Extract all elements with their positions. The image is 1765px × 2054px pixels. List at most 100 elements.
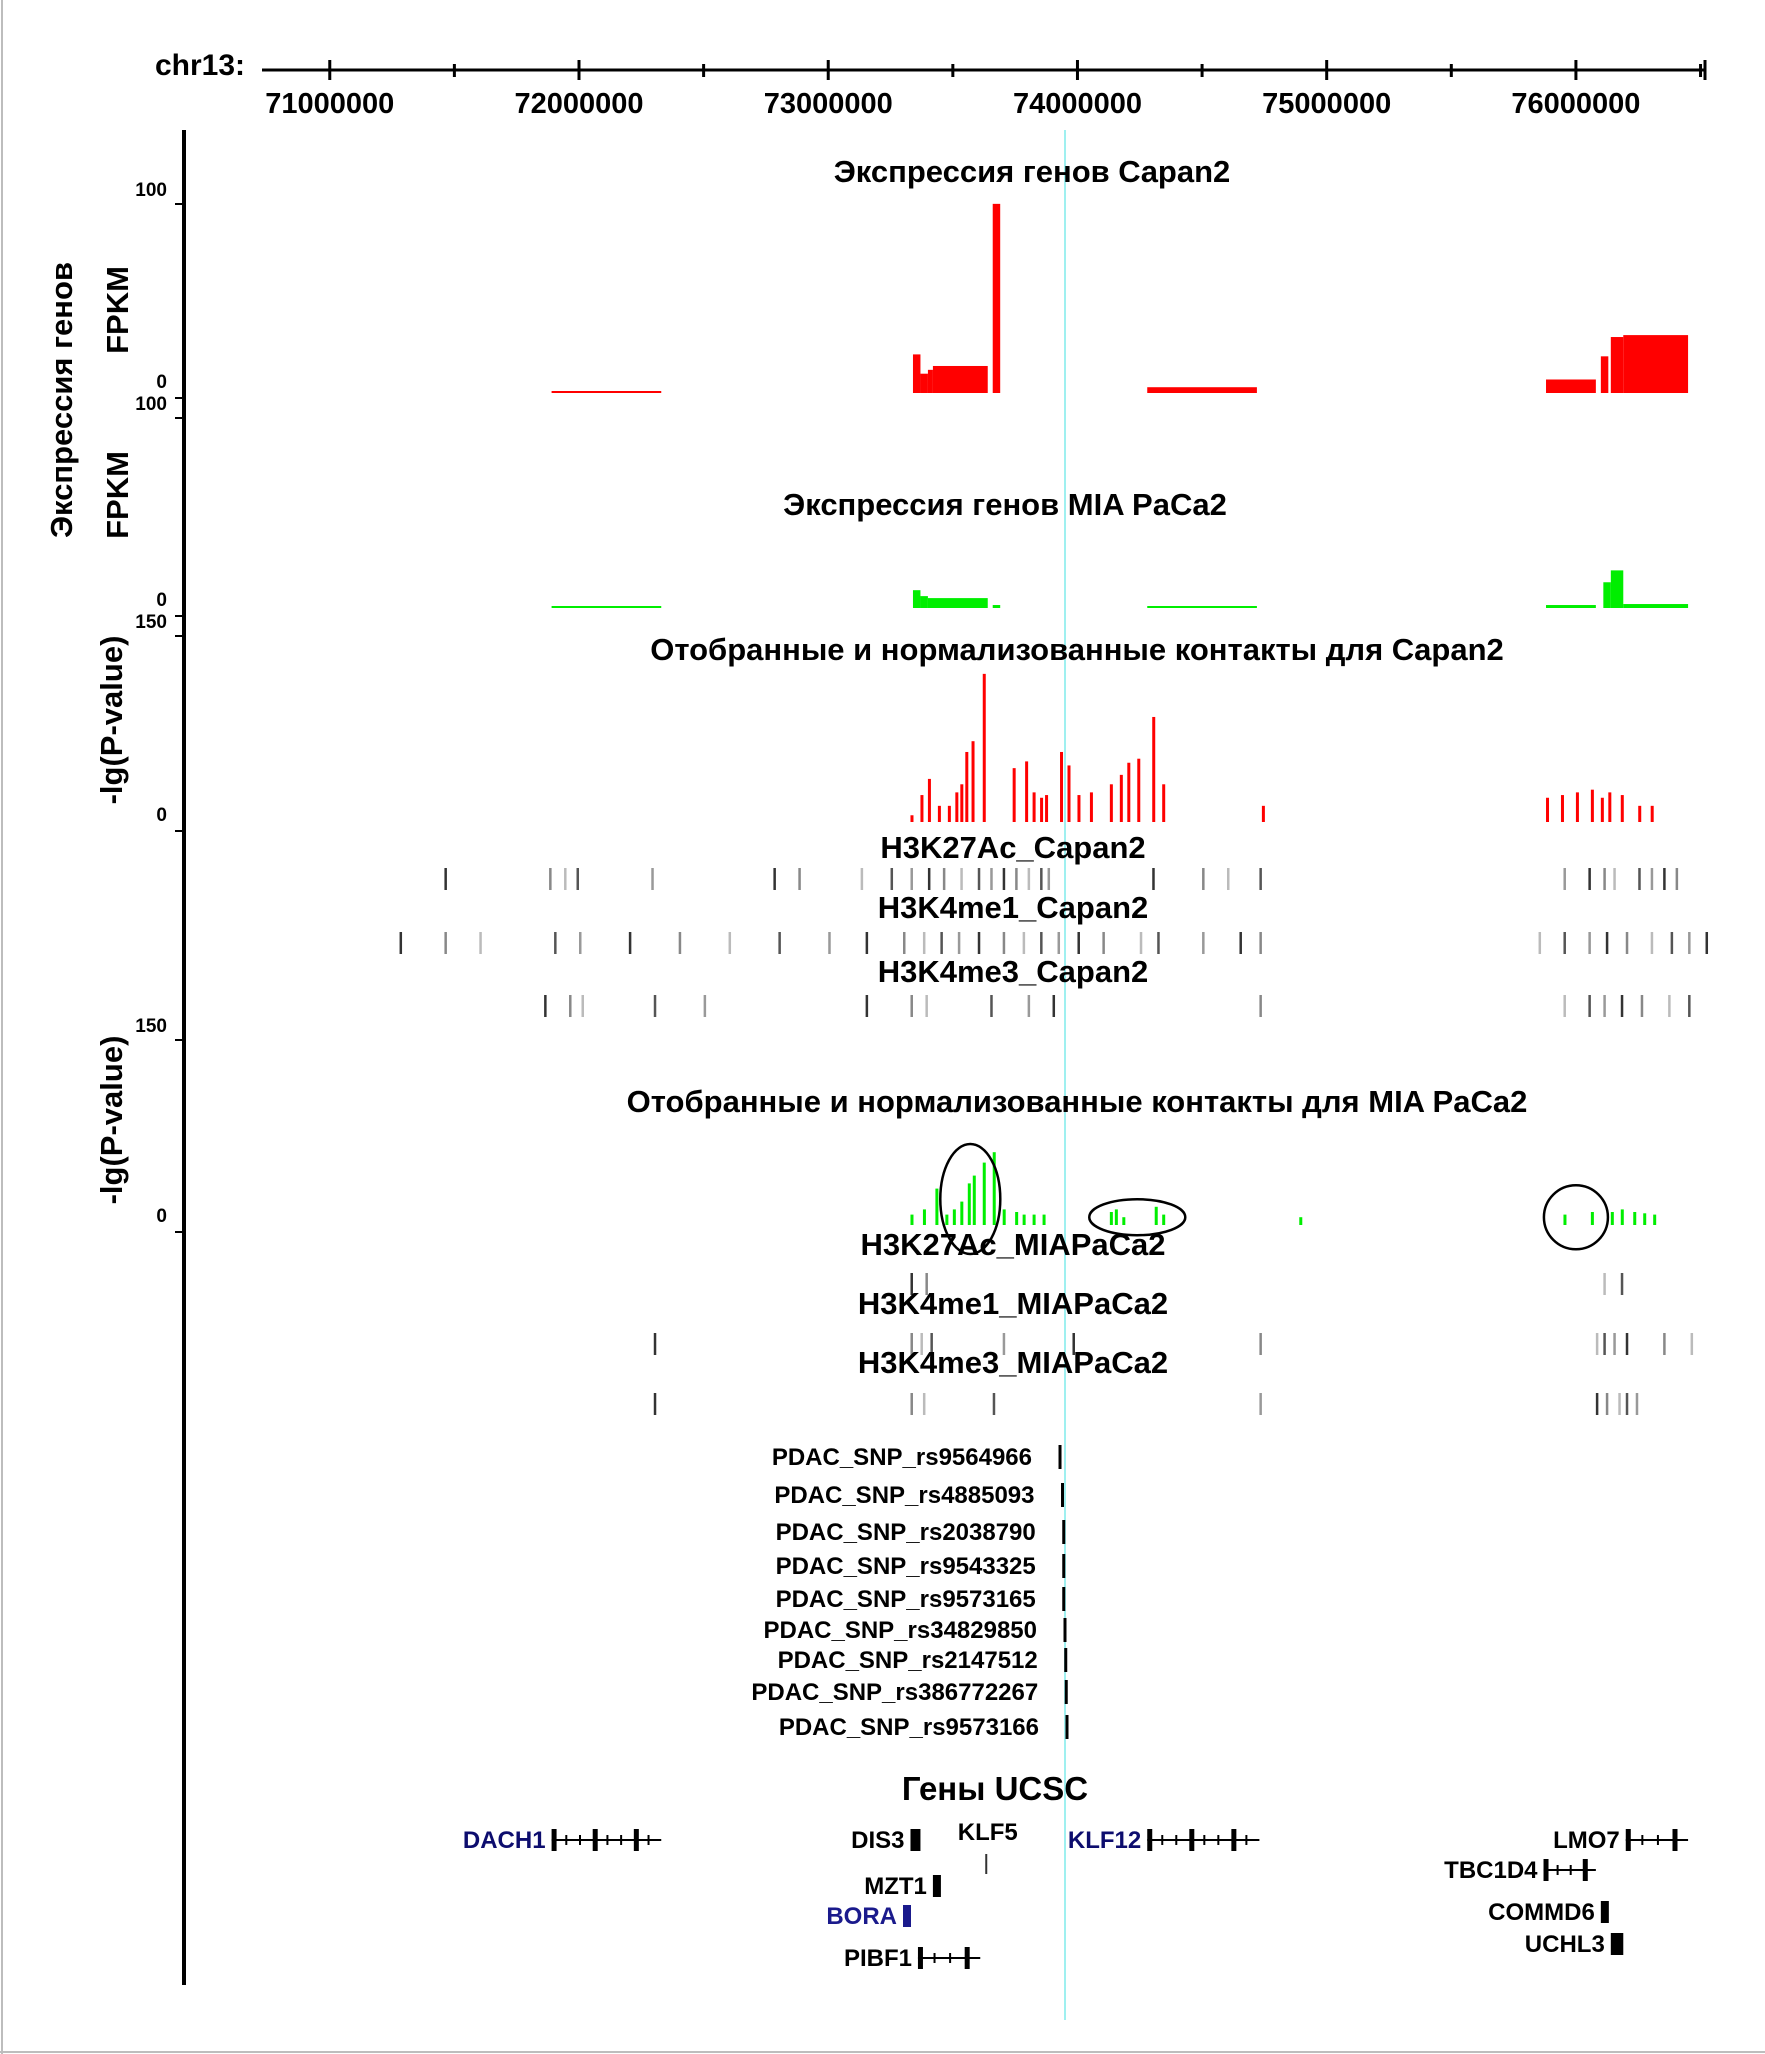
histone-peak: [860, 868, 864, 890]
histone-peak: [1603, 868, 1606, 890]
gene-exon: [1543, 1859, 1549, 1881]
contact-bar: [1590, 789, 1594, 822]
histone-peak: [1588, 868, 1591, 890]
gene-label: DIS3: [851, 1827, 904, 1854]
histone-peak: [1605, 932, 1609, 954]
expression-bar: [932, 365, 988, 393]
contact-bar: [1546, 797, 1550, 822]
histone-peak: [1595, 1333, 1599, 1355]
y-top-label: 100: [135, 394, 167, 415]
histone-peak: [1625, 932, 1629, 954]
contact-bar: [1067, 765, 1071, 822]
histone-peak: [1563, 932, 1566, 954]
histone-peak: [1139, 932, 1143, 954]
histone-peak: [925, 995, 928, 1017]
snp-marker: [1062, 1587, 1066, 1611]
histone-track-label: H3K27Ac_MIAPaCa2: [861, 1227, 1166, 1262]
contact-bar: [952, 1209, 956, 1225]
gene-track: Гены UCSC DACH1 DIS3 KLF5 KLF12 MZT1 BORA PIBF1…: [463, 1770, 1689, 1972]
histone-peak: [1015, 868, 1018, 890]
y-top-label: 150: [135, 1016, 167, 1037]
expression-bar: [927, 598, 988, 608]
gene-exon: [1556, 1865, 1559, 1875]
contact-bar: [1045, 795, 1049, 822]
snp-track: PDAC_SNP_rs9564966 PDAC_SNP_rs4885093 PDAC…: [751, 1444, 1069, 1741]
contact-bar: [937, 805, 941, 822]
histone-track-label: H3K27Ac_Capan2: [880, 830, 1145, 865]
x-tick-label: 73000000: [764, 88, 893, 120]
histone-peak: [1620, 1273, 1624, 1295]
contact-bar: [965, 751, 969, 822]
histone-peak: [1638, 868, 1641, 890]
contact-bar: [910, 1214, 914, 1225]
histone-track-label: H3K4me3_Capan2: [878, 954, 1149, 989]
ylabel-pvalue-capan2: -lg(P-value): [94, 636, 129, 805]
contact-bar: [910, 815, 914, 822]
histone-peak: [1675, 868, 1679, 890]
histone-track-label: H3K4me1_Capan2: [878, 890, 1149, 925]
histone-peak: [1588, 995, 1591, 1017]
contact-bar: [960, 1201, 964, 1225]
contact-bar: [1590, 1212, 1594, 1225]
histone-peak: [865, 932, 869, 954]
histone-peak: [990, 868, 993, 890]
contact-bar: [1162, 1214, 1166, 1225]
gene-exon: [933, 1953, 936, 1963]
expression-bar: [551, 391, 662, 393]
histone-peak: [1259, 868, 1262, 890]
histone-peak: [1705, 932, 1709, 954]
gene-exon: [633, 1829, 639, 1851]
expression-bar: [1603, 582, 1611, 608]
gene-label: MZT1: [864, 1873, 927, 1900]
contact-bar: [1650, 805, 1654, 822]
histone-peak: [1603, 1333, 1606, 1355]
contact-bar: [1040, 797, 1044, 822]
histone-peak: [1625, 1333, 1629, 1355]
histone-peak: [576, 868, 580, 890]
expression-bar: [551, 606, 662, 608]
contact-bar: [1015, 1212, 1019, 1225]
histone-peak: [628, 932, 632, 954]
contact-bar: [982, 1162, 986, 1225]
contact-bar: [1261, 805, 1265, 822]
histone-peak: [890, 868, 894, 890]
gene-exon: [1189, 1829, 1195, 1851]
gene-exon: [1203, 1835, 1206, 1845]
histone-peak: [554, 932, 557, 954]
histone-peak: [1688, 995, 1691, 1017]
gene-exon: [1625, 1829, 1631, 1851]
contact-bar: [1119, 774, 1123, 822]
gene-exon: [647, 1835, 650, 1845]
histone-peak: [1002, 932, 1006, 954]
histone-peak: [910, 995, 913, 1017]
histone-peak: [1563, 995, 1566, 1017]
histone-peak: [1605, 1393, 1609, 1415]
expression-bar: [927, 369, 933, 393]
histone-peak: [399, 932, 403, 954]
histone-peak: [910, 1333, 913, 1355]
histone-peak: [828, 932, 831, 954]
snp-label: PDAC_SNP_rs9543325: [776, 1553, 1036, 1580]
contact-bar: [922, 1209, 926, 1225]
histone-peak: [1202, 932, 1205, 954]
histone-peak: [444, 932, 447, 954]
histone-peak: [1663, 868, 1666, 890]
circled-region: [1088, 1197, 1187, 1237]
histone-peak: [1157, 932, 1160, 954]
y-bottom-label: 0: [156, 1206, 167, 1227]
histone-peak: [1625, 1393, 1629, 1415]
histone-peak: [1668, 995, 1671, 1017]
histone-peak: [1650, 868, 1654, 890]
histone-peak: [960, 868, 963, 890]
contact-bar: [992, 1152, 996, 1225]
snp-marker: [1065, 1715, 1069, 1739]
contact-bar: [1060, 751, 1064, 822]
expression-bar: [1147, 606, 1257, 608]
histone-peak: [940, 932, 943, 954]
contact-bar: [1114, 1209, 1118, 1225]
gene-body: [985, 1854, 988, 1874]
expression-bar: [992, 605, 1001, 608]
histone-peak: [653, 995, 657, 1017]
histone-peak: [1259, 995, 1262, 1017]
